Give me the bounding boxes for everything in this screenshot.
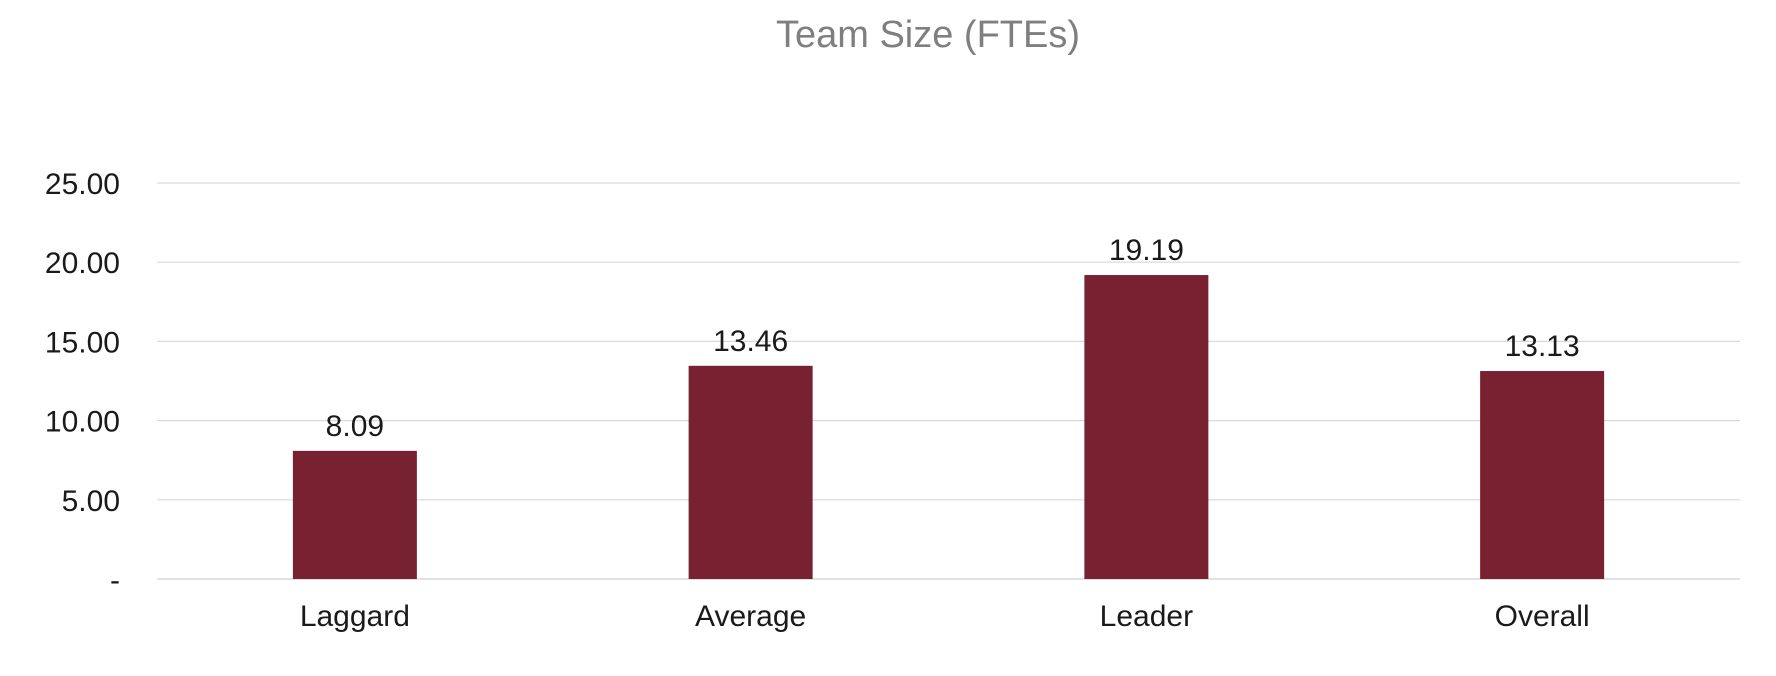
bar	[1480, 371, 1605, 579]
gridlines	[157, 182, 1740, 580]
data-label: 8.09	[326, 410, 384, 443]
data-label: 13.13	[1505, 330, 1580, 363]
bar	[1084, 275, 1209, 579]
category-label: Laggard	[300, 600, 410, 633]
bars	[292, 275, 1605, 579]
data-label: 13.46	[713, 325, 788, 358]
data-labels: 8.09 13.46 19.19 13.13	[326, 234, 1580, 443]
y-tick-label: 10.00	[45, 406, 120, 439]
y-tick-label: 5.00	[62, 485, 120, 518]
data-label: 19.19	[1109, 234, 1184, 267]
y-tick-label: 15.00	[45, 326, 120, 359]
y-tick-label: 25.00	[45, 168, 120, 201]
chart-title: Team Size (FTEs)	[776, 14, 1080, 56]
y-axis-tick-labels: - 5.00 10.00 15.00 20.00 25.00	[45, 168, 120, 597]
y-tick-label: 20.00	[45, 247, 120, 280]
category-label: Average	[695, 600, 806, 633]
bar	[292, 450, 417, 579]
y-tick-label: -	[110, 564, 120, 597]
category-label: Overall	[1495, 600, 1590, 633]
category-label: Leader	[1100, 600, 1193, 633]
x-axis-category-labels: Laggard Average Leader Overall	[300, 600, 1590, 633]
bar	[688, 365, 813, 579]
